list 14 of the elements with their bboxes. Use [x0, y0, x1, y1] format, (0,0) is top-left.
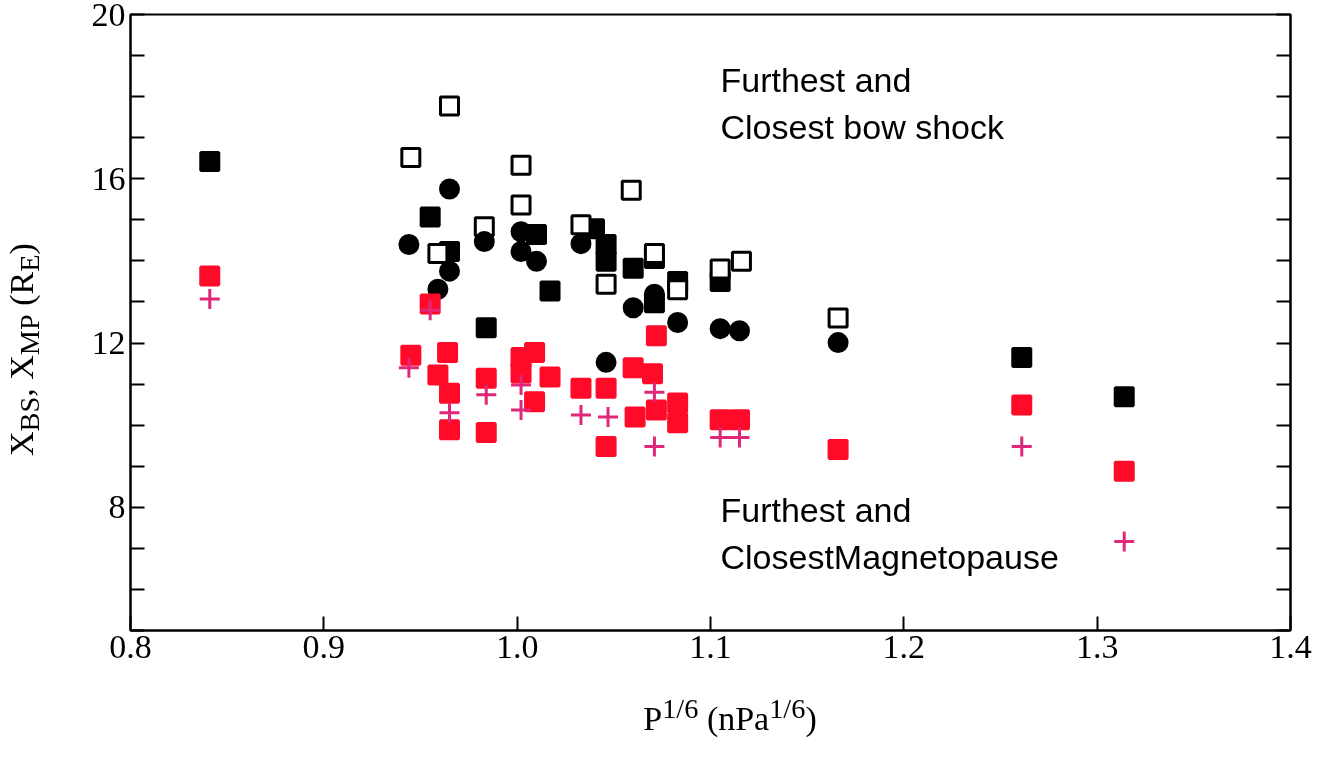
x-axis-title: P$^{1/6}$ (nPa$^{1/6}$) [643, 693, 817, 738]
annotation: Furthest and ClosestMagnetopause [720, 490, 1059, 576]
x-tick-label: 1.2 [882, 627, 926, 665]
y-tick-label: 20 [91, 0, 126, 33]
y-tick-label: 12 [91, 324, 126, 362]
x-tick-label: 1.0 [495, 627, 539, 665]
x-tick-label: 1.1 [689, 627, 732, 665]
y-tick-label: 16 [91, 159, 126, 197]
annotation: Furthest and Closest bow shock [720, 60, 1005, 146]
x-tick-label: 0.9 [302, 627, 346, 665]
x-tick-label: 1.4 [1269, 627, 1312, 665]
y-tick-label: 8 [108, 488, 126, 526]
x-tick-label: 1.3 [1075, 627, 1119, 665]
x-tick-label: 0.8 [109, 627, 152, 665]
